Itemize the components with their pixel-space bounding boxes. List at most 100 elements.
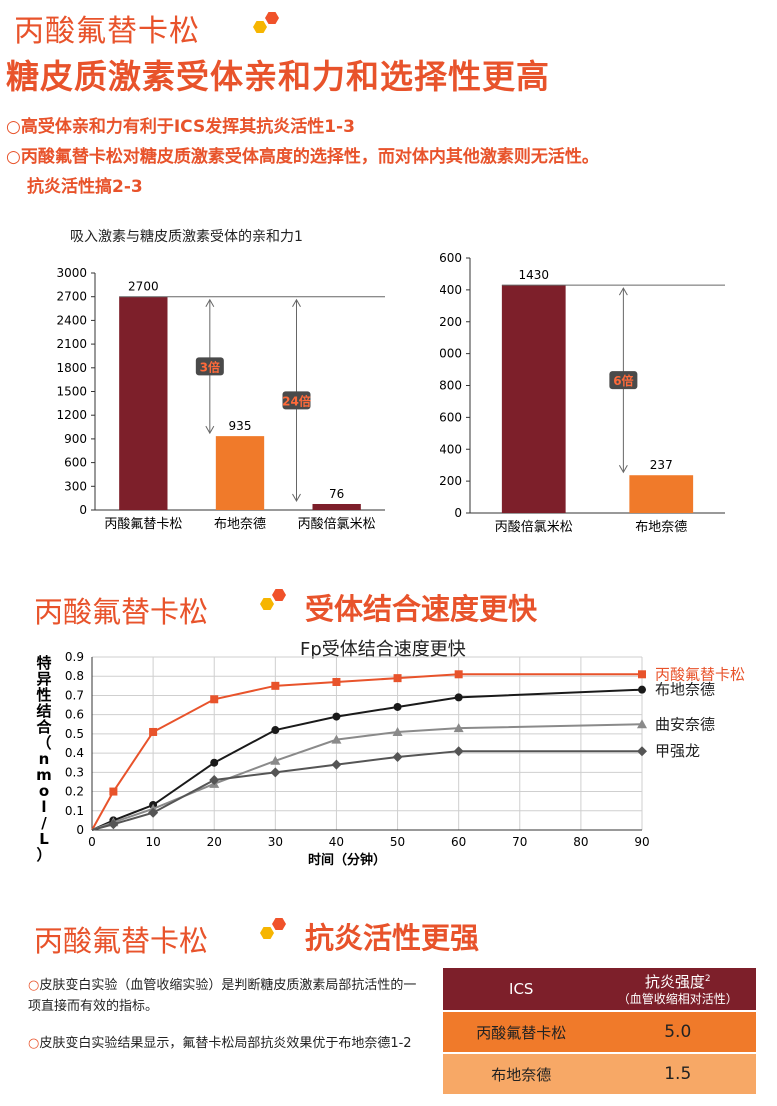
series-label: 布地奈德 xyxy=(655,681,715,699)
x-tick-label: 0 xyxy=(88,835,96,849)
y-tick-label: 0.6 xyxy=(65,708,84,722)
data-point xyxy=(332,712,341,721)
y-tick-label: 0.4 xyxy=(65,746,84,760)
data-point xyxy=(271,726,280,735)
bullet-1: ○高受体亲和力有利于ICS发挥其抗炎活性1-3 xyxy=(6,117,355,137)
y-axis-label-char: / xyxy=(41,814,47,832)
table-cell-name: 布地奈德 xyxy=(443,1054,600,1094)
hexagon-orange-icon xyxy=(272,918,286,930)
table-header-ics: ICS xyxy=(443,968,600,1010)
potency-table: ICS 抗炎强度2 （血管收缩相对活性） 丙酸氟替卡松 5.0 布地奈德 1.5 xyxy=(443,968,756,1094)
data-label: 76 xyxy=(329,487,344,501)
y-axis-label-char: m xyxy=(36,766,52,784)
fold-label: 24倍 xyxy=(282,393,311,408)
data-point xyxy=(392,726,403,736)
data-point xyxy=(270,755,281,765)
table-cell-name: 丙酸氟替卡松 xyxy=(443,1012,600,1052)
x-tick-label: 40 xyxy=(329,835,344,849)
category-label: 丙酸倍氯米松 xyxy=(495,520,573,535)
y-tick-label: 0.2 xyxy=(65,785,84,799)
y-tick-label: 1600 xyxy=(440,251,462,265)
data-point xyxy=(638,685,646,694)
y-axis-label-char: 结 xyxy=(36,702,51,720)
bullet-3: 抗炎活性搞2-3 xyxy=(27,177,143,197)
y-tick-label: 0.5 xyxy=(65,727,84,741)
data-point xyxy=(332,677,341,686)
fold-badge xyxy=(195,357,224,376)
y-tick-label: 2400 xyxy=(56,313,87,327)
data-point xyxy=(331,734,342,744)
data-label: 1430 xyxy=(518,268,549,282)
data-point xyxy=(637,746,647,757)
y-tick-label: 0 xyxy=(454,506,462,520)
y-tick-label: 0 xyxy=(76,823,84,837)
section3-drug: 丙酸氟替卡松 xyxy=(34,924,209,958)
y-tick-label: 600 xyxy=(64,456,87,470)
category-label: 布地奈德 xyxy=(214,517,266,532)
data-point xyxy=(393,702,402,711)
series-label: 甲强龙 xyxy=(655,742,700,760)
bullet-2: ○丙酸氟替卡松对糖皮质激素受体高度的选择性，而对体内其他激素则无活性。 xyxy=(6,147,599,167)
y-tick-label: 3000 xyxy=(56,266,87,280)
hexagon-orange-icon xyxy=(272,589,286,601)
y-tick-label: 400 xyxy=(440,442,462,456)
arrow-head xyxy=(205,298,215,307)
data-label: 2700 xyxy=(128,280,159,294)
page-title: 丙酸氟替卡松 xyxy=(14,14,200,49)
bar xyxy=(312,503,361,510)
x-tick-label: 70 xyxy=(512,835,527,849)
y-axis-label-char: L xyxy=(39,830,49,848)
arrow-head xyxy=(618,464,628,474)
x-axis-label: 时间（分钟） xyxy=(308,852,386,868)
data-point xyxy=(637,719,647,729)
section2-drug: 丙酸氟替卡松 xyxy=(34,595,209,629)
fold-badge xyxy=(282,391,311,410)
table-cell-value: 5.0 xyxy=(599,1012,756,1052)
y-axis-label-char: ） xyxy=(36,846,51,864)
note-1: ○皮肤变白实验（血管收缩实验）是判断糖皮质激素局部抗活性的一项直接而有效的指标。 xyxy=(28,978,417,1014)
fold-label: 6倍 xyxy=(613,373,633,388)
data-point xyxy=(108,819,119,830)
data-point xyxy=(209,775,220,786)
y-axis-label-char: 性 xyxy=(36,686,51,704)
section2-subtitle: 受体结合速度更快 xyxy=(305,592,538,626)
data-label: 935 xyxy=(229,419,252,433)
series-line xyxy=(91,723,643,831)
fold-badge xyxy=(609,371,638,390)
arrow-head xyxy=(618,287,628,296)
y-axis-label-char: 合 xyxy=(35,718,52,736)
y-tick-label: 1200 xyxy=(440,315,462,329)
arrow-head xyxy=(292,493,301,503)
y-tick-label: 1400 xyxy=(440,283,462,297)
data-label: 237 xyxy=(650,458,673,472)
y-axis-label-char: l xyxy=(41,798,46,816)
bar-chart-1-title: 吸入激素与糖皮质激素受体的亲和力1 xyxy=(70,229,303,245)
y-axis-label-char: （ xyxy=(36,734,51,752)
bar xyxy=(215,436,265,510)
y-tick-label: 300 xyxy=(64,479,87,493)
series-label: 丙酸氟替卡松 xyxy=(655,665,745,683)
y-tick-label: 1500 xyxy=(56,385,87,399)
table-row: 布地奈德 1.5 xyxy=(443,1054,756,1094)
note-2: ○皮肤变白实验结果显示，氟替卡松局部抗炎效果优于布地奈德1-2 xyxy=(28,1036,412,1051)
bar-chart-1: 0 300 600 900 1200 1500 1800 2100 2400 2700 3000 27… xyxy=(56,266,385,532)
y-axis-label-char: n xyxy=(39,750,50,768)
bar xyxy=(629,475,694,513)
headline: 糖皮质激素受体亲和力和选择性更高 xyxy=(6,57,550,96)
y-tick-label: 900 xyxy=(64,432,87,446)
y-axis-label-char: 特 xyxy=(36,654,51,672)
data-point xyxy=(393,674,402,683)
data-point xyxy=(210,695,219,704)
category-label: 丙酸氟替卡松 xyxy=(104,517,182,532)
data-point xyxy=(454,693,463,702)
y-tick-label: 600 xyxy=(440,410,462,424)
y-axis-label-char: 异 xyxy=(36,670,51,688)
x-tick-label: 60 xyxy=(451,835,466,849)
data-point xyxy=(392,751,403,762)
hexagon-yellow-icon xyxy=(260,927,274,939)
category-label: 布地奈德 xyxy=(635,520,687,535)
x-tick-label: 90 xyxy=(634,835,649,849)
series-label: 曲安奈德 xyxy=(655,715,715,733)
section3-subtitle: 抗炎活性更强 xyxy=(305,921,480,955)
x-tick-label: 50 xyxy=(390,835,405,849)
